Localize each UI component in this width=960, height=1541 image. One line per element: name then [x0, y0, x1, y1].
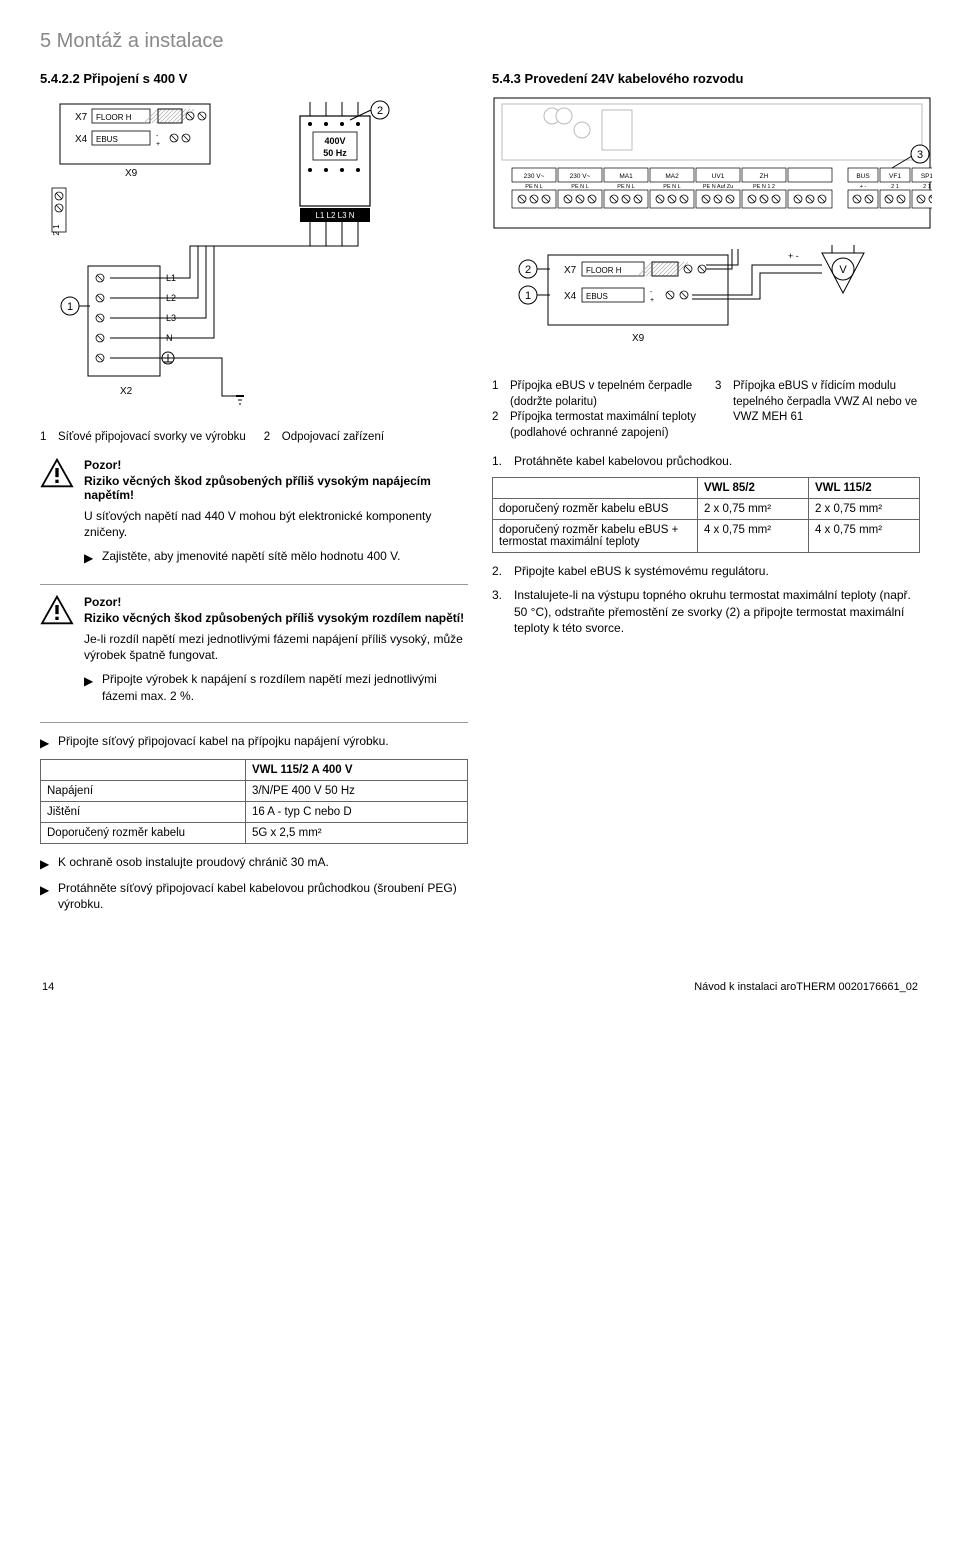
svg-text:EBUS: EBUS	[96, 135, 118, 144]
svg-text:230 V~: 230 V~	[570, 173, 591, 180]
svg-text:MA2: MA2	[665, 173, 679, 180]
svg-text:+ -: + -	[788, 251, 799, 261]
warning-action: ▶ Zajistěte, aby jmenovité napětí sítě m…	[84, 548, 468, 566]
section-heading-right: 5.4.3 Provedení 24V kabelového rozvodu	[492, 71, 920, 86]
svg-text:X9: X9	[125, 168, 138, 179]
svg-text:FLOOR H: FLOOR H	[96, 113, 132, 122]
doc-id: Návod k instalaci aroTHERM 0020176661_02	[694, 981, 918, 993]
svg-text:EBUS: EBUS	[586, 292, 608, 301]
svg-text:PE N L: PE N L	[663, 184, 680, 190]
svg-text:1: 1	[67, 301, 73, 313]
svg-text:L1 L2 L3 N: L1 L2 L3 N	[315, 211, 354, 220]
svg-text:SP1: SP1	[921, 173, 932, 180]
svg-text:2: 2	[377, 105, 383, 117]
table-row: doporučený rozměr kabelu eBUS 2 x 0,75 m…	[493, 499, 920, 520]
legend-item: 3 Přípojka eBUS v řídicím modulu tepelné…	[715, 379, 920, 426]
svg-text:X7: X7	[75, 112, 88, 123]
warning-action: ▶ Připojte výrobek k napájení s rozdílem…	[84, 671, 468, 703]
svg-text:FLOOR H: FLOOR H	[586, 266, 622, 275]
svg-text:MA1: MA1	[619, 173, 633, 180]
table-row: Napájení 3/N/PE 400 V 50 Hz	[41, 781, 468, 802]
mains-spec-table: VWL 115/2 A 400 V Napájení 3/N/PE 400 V …	[40, 759, 468, 844]
svg-text:UV1: UV1	[712, 173, 725, 180]
section-heading-left: 5.4.2.2 Připojení s 400 V	[40, 71, 468, 86]
svg-text:2: 2	[525, 264, 531, 276]
legend-right: 1 Přípojka eBUS v tepelném čerpadle (dod…	[492, 379, 920, 441]
triangle-bullet-icon: ▶	[40, 733, 50, 751]
legend-item: 1 Síťové připojovací svorky ve výrobku	[40, 430, 246, 446]
svg-text:V: V	[839, 264, 847, 276]
table-row: Doporučený rozměr kabelu 5G x 2,5 mm²	[41, 823, 468, 844]
svg-text:PE N Auf Zu: PE N Auf Zu	[703, 184, 733, 190]
svg-text:VF1: VF1	[889, 173, 901, 180]
table-header	[493, 478, 698, 499]
svg-text:3: 3	[917, 149, 923, 161]
table-header: VWL 115/2	[808, 478, 919, 499]
warning-box: Pozor! Riziko věcných škod způsobených p…	[40, 458, 468, 575]
svg-text:PE N L: PE N L	[617, 184, 634, 190]
triangle-bullet-icon: ▶	[84, 548, 94, 566]
diagram-terminal-strip: 230 V~ PE N L 230 V~ PE N L MA1 PE N L MA2 PE N…	[492, 96, 920, 231]
svg-text:PE N L: PE N L	[525, 184, 542, 190]
triangle-bullet-icon: ▶	[84, 671, 94, 703]
divider	[40, 722, 468, 723]
svg-text:X2: X2	[120, 386, 133, 397]
svg-text:X7: X7	[564, 265, 577, 276]
svg-text:X9: X9	[632, 333, 645, 344]
svg-text:X4: X4	[564, 291, 577, 302]
warning-subtitle: Riziko věcných škod způsobených příliš v…	[84, 474, 468, 502]
table-row: Jištění 16 A - typ C nebo D	[41, 802, 468, 823]
page-number: 14	[42, 981, 54, 993]
warning-title: Pozor!	[84, 595, 468, 609]
svg-text:PE N L: PE N L	[571, 184, 588, 190]
svg-text:2 1: 2 1	[923, 184, 931, 190]
instruction-bullet: ▶ K ochraně osob instalujte proudový chr…	[40, 854, 468, 872]
caution-icon	[40, 595, 74, 712]
svg-text:+: +	[650, 297, 654, 304]
svg-text:ZH: ZH	[760, 173, 769, 180]
svg-text:400V: 400V	[324, 136, 345, 146]
page-footer: 14 Návod k instalaci aroTHERM 0020176661…	[40, 981, 920, 993]
svg-text:BUS: BUS	[856, 173, 870, 180]
svg-text:X4: X4	[75, 134, 88, 145]
step-number: 1.	[492, 453, 506, 469]
warning-body: Je-li rozdíl napětí mezi jednotlivými fá…	[84, 631, 468, 663]
chapter-title: 5 Montáž a instalace	[40, 30, 920, 53]
divider	[40, 584, 468, 585]
step: 3. Instalujete-li na výstupu topného okr…	[492, 587, 920, 636]
svg-text:+ -: + -	[860, 184, 867, 190]
step-number: 3.	[492, 587, 506, 636]
step-number: 2.	[492, 563, 506, 579]
svg-text:230 V~: 230 V~	[524, 173, 545, 180]
table-header: VWL 85/2	[697, 478, 808, 499]
svg-text:+: +	[156, 141, 160, 148]
svg-text:50 Hz: 50 Hz	[323, 148, 347, 158]
table-row: doporučený rozměr kabelu eBUS + termosta…	[493, 520, 920, 553]
warning-subtitle: Riziko věcných škod způsobených příliš v…	[84, 611, 468, 625]
warning-box: Pozor! Riziko věcných škod způsobených p…	[40, 595, 468, 712]
triangle-bullet-icon: ▶	[40, 880, 50, 912]
legend-item: 2 Odpojovací zařízení	[264, 430, 384, 446]
triangle-bullet-icon: ▶	[40, 854, 50, 872]
svg-text:2 1: 2 1	[52, 224, 61, 236]
step: 1. Protáhněte kabel kabelovou průchodkou…	[492, 453, 920, 469]
step: 2. Připojte kabel eBUS k systémovému reg…	[492, 563, 920, 579]
caution-icon	[40, 458, 74, 575]
legend-left: 1 Síťové připojovací svorky ve výrobku 2…	[40, 430, 468, 446]
table-header: VWL 115/2 A 400 V	[245, 760, 467, 781]
diagram-400v-connection: X7FLOOR HX4EBUS-+X92 1400V50 HzL1 L2 L3 …	[40, 96, 468, 416]
warning-title: Pozor!	[84, 458, 468, 472]
svg-text:1: 1	[525, 290, 531, 302]
warning-body: U síťových napětí nad 440 V mohou být el…	[84, 508, 468, 540]
instruction-bullet: ▶ Protáhněte síťový připojovací kabel ka…	[40, 880, 468, 912]
svg-text:PE N 1 2: PE N 1 2	[753, 184, 775, 190]
diagram-ebus-wiring: X7FLOOR HX4EBUS-+X921+ -V	[492, 245, 920, 365]
cable-size-table: VWL 85/2 VWL 115/2 doporučený rozměr kab…	[492, 477, 920, 553]
svg-text:2 1: 2 1	[891, 184, 899, 190]
table-header	[41, 760, 246, 781]
instruction-bullet: ▶ Připojte síťový připojovací kabel na p…	[40, 733, 468, 751]
legend-item: 1 Přípojka eBUS v tepelném čerpadle (dod…	[492, 379, 697, 410]
legend-item: 2 Přípojka termostat maximální teploty (…	[492, 410, 697, 441]
